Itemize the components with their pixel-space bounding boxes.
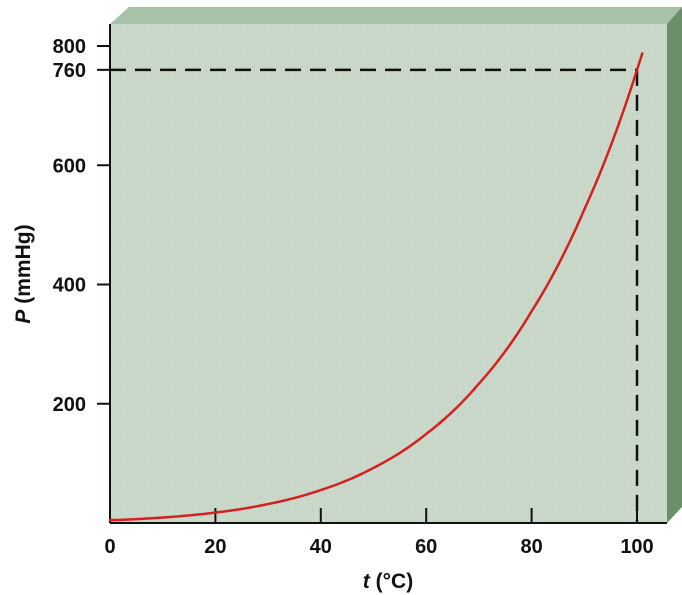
x-tick-label-100: 100 (620, 536, 653, 558)
x-axis-variable: t (363, 570, 371, 593)
reference-lines (110, 68, 639, 523)
series-group (108, 52, 644, 522)
x-axis-title: t (°C) (363, 570, 413, 593)
x-tick-label-80: 80 (520, 536, 542, 558)
y-axis-variable: P (12, 309, 35, 324)
y-tick-label-400: 400 (53, 275, 86, 297)
plot-top-bevel (110, 7, 682, 24)
series-line-0 (108, 52, 644, 522)
x-axis-unit: (°C) (370, 570, 413, 593)
plot-area (110, 24, 667, 523)
y-axis-title: P (mmHg) (12, 224, 35, 323)
x-tick-label-40: 40 (310, 536, 332, 558)
plot-right-bevel (667, 7, 682, 523)
x-tick-label-60: 60 (415, 536, 437, 558)
y-tick-label-760: 760 (53, 60, 86, 82)
y-tick-label-600: 600 (53, 155, 86, 177)
x-ticks: 0 20 40 60 80 100 (104, 508, 654, 558)
y-tick-label-800: 800 (53, 36, 86, 58)
y-axis-unit: (mmHg) (12, 224, 35, 309)
x-tick-label-20: 20 (204, 536, 226, 558)
y-tick-label-200: 200 (53, 394, 86, 416)
x-tick-label-0: 0 (104, 536, 115, 558)
